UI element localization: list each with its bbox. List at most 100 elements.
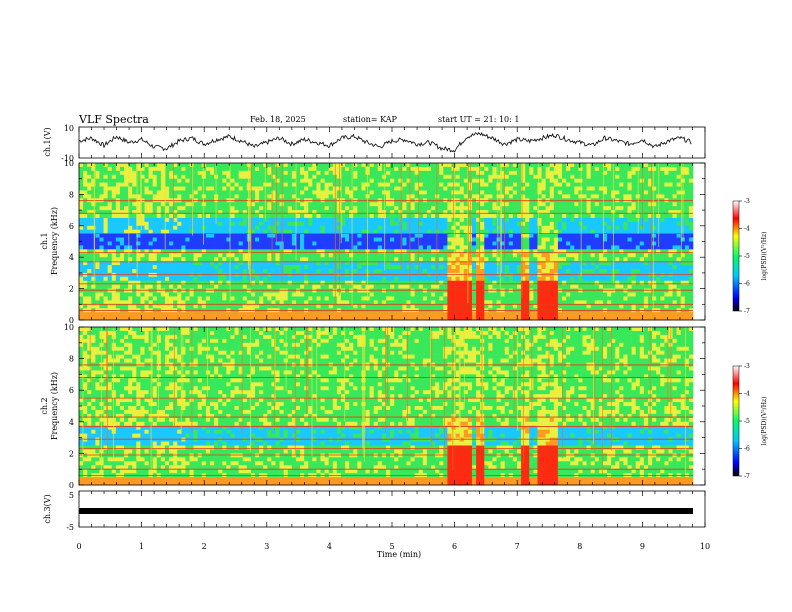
spectrogram-cell [562,214,567,219]
spectrogram-cell [259,170,264,176]
spectrogram-cell [557,214,563,219]
spectrogram-cell [300,237,305,242]
spectrogram-cell [390,206,395,211]
spectrogram-cell [140,166,145,172]
spectrogram-cell [79,194,84,199]
spectrogram-cell [295,284,301,289]
spectrogram-cell [181,194,186,199]
spectrogram-cell [676,261,682,266]
spectrogram-cell [255,186,260,191]
spectrogram-cell [451,221,456,227]
spectrogram-cell [209,245,215,250]
spectrogram-cell [467,245,473,250]
spectrogram-cell [107,288,113,293]
spectrogram-cell [128,210,133,215]
spectrogram-cell [91,253,96,258]
spectrogram-cell [140,182,145,187]
spectrogram-cell [684,261,690,266]
spectrogram-cell [484,190,489,195]
spectrogram-cell [87,265,92,270]
spectrogram-cell [402,257,407,262]
spectrogram-cell [500,206,505,211]
spectrogram-cell [484,249,489,254]
spectrogram-cell [533,194,538,199]
spectrogram-cell [533,174,538,179]
spectrogram-cell [136,265,141,270]
spectrogram-cell [283,186,289,191]
spectrogram-cell [553,170,559,176]
spectrogram-cell [496,237,501,242]
spectrogram-cell [635,245,641,250]
spectrogram-cell [308,284,313,289]
spectrogram-cell [406,268,411,274]
spectrogram-cell [349,194,354,199]
spectrogram-cell [394,194,399,199]
spectrogram-cell [164,202,170,207]
spectrogram-cell [287,217,293,223]
spectrogram-cell [390,241,395,246]
spectrogram-cell [209,241,215,246]
spectrogram-cell [541,206,546,211]
spectrogram-cell [185,182,190,187]
spectrogram-cell [623,225,628,231]
spectrogram-cell [377,217,383,223]
spectrogram-cell [398,186,403,191]
spectrogram-cell [79,214,84,219]
spectrogram-cell [562,163,567,168]
spectrogram-cell [439,186,444,191]
spectrogram-cell [488,257,493,262]
spectrogram-cell [148,190,153,195]
spectrogram-cell [79,284,84,289]
spectrogram-cell [652,194,657,199]
spectrogram-cell [173,174,178,179]
spectrogram-cell [316,221,321,227]
spectrogram-cell [99,214,104,219]
spectrogram-cell [484,265,489,270]
spectrogram-cell [418,178,424,183]
spectrogram-cell [418,288,424,293]
spectrogram-cell [185,241,190,246]
spectrogram-cell [381,261,387,266]
spectrogram-cell [218,241,223,246]
spectrogram-cell [598,245,604,250]
spectrogram-cell [623,237,628,242]
spectrogram-cell [684,253,690,258]
spectrogram-cell [508,174,514,179]
spectrogram-cell [181,237,186,242]
spectrogram-cell [124,233,129,238]
spectrogram-cell [656,229,661,234]
spectrogram-cell [95,214,100,219]
spectrogram-cell [619,182,624,187]
spectrogram-cell [443,217,448,223]
spectrogram-cell [570,268,575,274]
spectrogram-cell [529,178,534,183]
spectrogram-cell [324,257,329,262]
spectrogram-cell [255,268,260,274]
spectrogram-cell [369,225,375,231]
spectrogram-cell [435,272,440,278]
spectrogram-cell [488,221,493,227]
spectrogram-cell [484,237,489,242]
spectrogram-cell [566,217,571,223]
spectrogram-cell [557,190,563,195]
spectrogram-cell [128,221,133,227]
spectrogram-cell [435,217,440,223]
spectrogram-cell [369,214,375,219]
spectrogram-cell [496,190,501,195]
spectrogram-cell [586,174,591,179]
spectrogram-cell [128,206,133,211]
spectrogram-cell [455,210,460,215]
spectrogram-cell [529,186,534,191]
spectrogram-cell [443,194,448,199]
spectrogram-cell [562,280,567,285]
spectrogram-cell [336,190,342,195]
spectrogram-cell [111,284,117,289]
spectrogram-cell [451,229,456,234]
spectrogram-cell [386,233,391,238]
spectrogram-cell [414,194,420,199]
spectrogram-cell [607,206,612,211]
spectrogram-cell [291,214,297,219]
spectrogram-cell [177,221,182,227]
spectrogram-cell [144,214,149,219]
spectrogram-cell [218,265,223,270]
